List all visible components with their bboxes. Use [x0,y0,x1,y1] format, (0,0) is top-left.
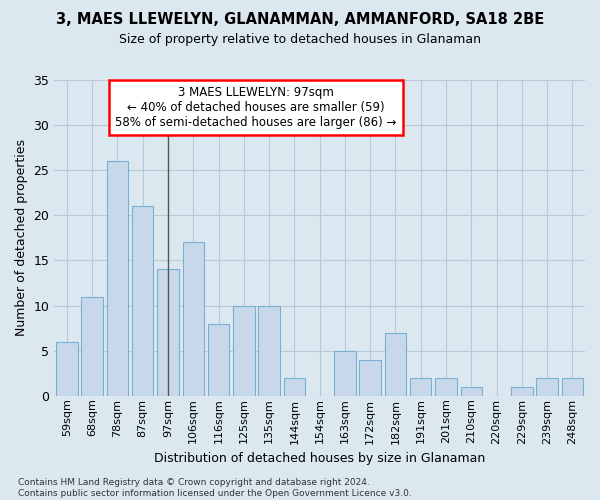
Text: 3, MAES LLEWELYN, GLANAMMAN, AMMANFORD, SA18 2BE: 3, MAES LLEWELYN, GLANAMMAN, AMMANFORD, … [56,12,544,28]
Bar [157,270,179,396]
Bar [435,378,457,396]
Bar [208,324,229,396]
Bar [410,378,431,396]
Bar [334,350,356,396]
Bar [56,342,77,396]
Bar [536,378,558,396]
Bar [461,386,482,396]
Bar [284,378,305,396]
Bar [562,378,583,396]
Bar [132,206,154,396]
X-axis label: Distribution of detached houses by size in Glanaman: Distribution of detached houses by size … [154,452,485,465]
Text: Contains HM Land Registry data © Crown copyright and database right 2024.
Contai: Contains HM Land Registry data © Crown c… [18,478,412,498]
Bar [385,332,406,396]
Bar [259,306,280,396]
Text: 3 MAES LLEWELYN: 97sqm
← 40% of detached houses are smaller (59)
58% of semi-det: 3 MAES LLEWELYN: 97sqm ← 40% of detached… [115,86,397,130]
Y-axis label: Number of detached properties: Number of detached properties [15,140,28,336]
Bar [82,296,103,396]
Bar [182,242,204,396]
Bar [359,360,381,396]
Bar [107,161,128,396]
Text: Size of property relative to detached houses in Glanaman: Size of property relative to detached ho… [119,32,481,46]
Bar [511,386,533,396]
Bar [233,306,254,396]
